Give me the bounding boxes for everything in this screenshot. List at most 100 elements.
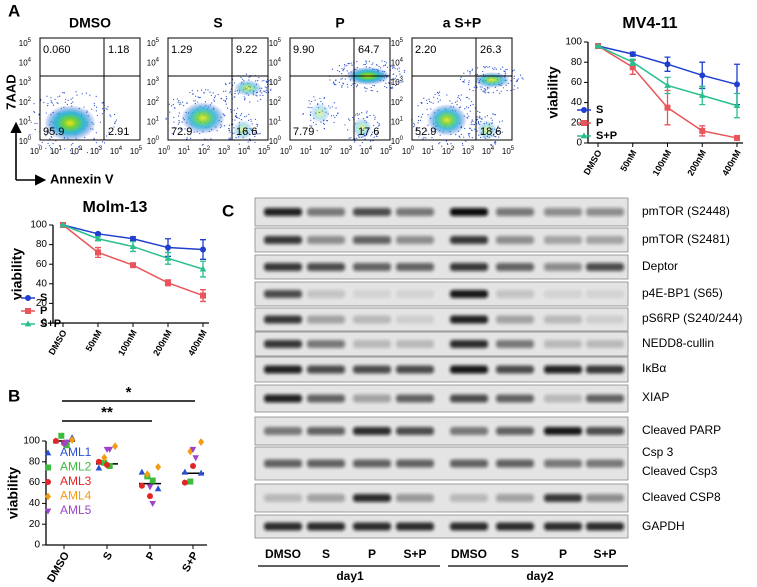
quadrant-value: 95.9 [43,126,64,138]
flow-x-tick: 103 [218,146,231,157]
flow-event [432,102,434,104]
flow-event [186,102,188,104]
panel-label: A [8,1,20,20]
flow-event [494,142,496,144]
blot-strip [254,514,629,539]
flow-event [468,115,470,117]
flow-event [45,135,47,137]
flow-event [385,82,387,84]
blot-row-label: NEDD8-cullin [642,336,714,350]
flow-y-tick: 100 [391,136,404,147]
flow-event [426,102,428,105]
blot-row-label: IκBα [642,361,666,375]
flow-event [483,91,485,93]
flow-event [376,90,378,92]
blot-band [353,494,391,502]
flow-event [101,141,104,143]
blot-band [450,340,488,348]
flow-event [370,86,372,89]
flow-event [191,89,193,92]
flow-event [333,114,335,117]
flow-event [243,96,245,98]
flow-event [374,118,376,120]
flow-event [189,91,191,94]
flow-event [89,94,91,96]
legend-marker [44,449,52,456]
legend-marker [25,295,31,301]
blot-band [264,315,302,324]
flow-event [467,133,469,135]
x-tick-label: 400nM [186,328,209,357]
data-point [69,436,76,444]
flow-event [439,99,441,101]
blot-band [396,315,434,324]
flow-event [114,122,116,125]
data-point [733,102,741,109]
flow-event [207,89,209,91]
data-point [95,230,101,237]
tick-base: 10 [238,147,247,156]
tick-exponent: 5 [400,38,404,44]
flow-event [312,121,315,124]
flow-x-tick: 105 [258,146,271,157]
flow-event [395,84,397,86]
tick-exponent: 4 [369,146,373,152]
flow-x-tick: 102 [442,146,455,157]
tick-exponent: 1 [28,116,32,122]
flow-event [364,87,366,89]
blot-row-label: pS6RP (S240/244) [642,311,743,325]
tick-exponent: 5 [278,38,282,44]
tick-exponent: 2 [278,96,282,102]
flow-event [99,121,102,123]
flow-event [45,112,47,114]
flow-event [392,67,394,69]
flow-event [484,67,486,69]
blot-band [353,459,391,468]
flow-event [102,108,104,110]
flow-event [333,102,335,104]
y-tick-label: 100 [565,37,582,48]
flow-event [228,138,230,140]
flow-event [238,117,240,119]
flow-event [255,129,257,131]
flow-event [47,142,49,145]
blot-band [496,315,534,324]
flow-event [472,103,474,106]
flow-event [64,148,66,150]
flow-event [466,113,468,115]
flow-event [467,117,469,119]
flow-event [261,92,263,94]
flow-x-tick: 100 [402,146,415,157]
blot-band [496,236,534,244]
flow-density-core [310,103,330,123]
flow-event [223,90,225,92]
flow-event [470,129,473,131]
blot-band [450,365,488,374]
flow-event [229,137,231,139]
tick-exponent: 3 [28,77,32,83]
flow-event [194,100,197,102]
flow-x-tick: 105 [130,146,143,157]
flow-event [370,140,372,142]
flow-event [223,99,225,101]
flow-event [93,137,95,139]
flow-event [431,136,433,139]
quadrant-value: 18.6 [480,126,501,138]
flow-event [234,93,236,95]
x-tick-label: S+P [180,550,201,574]
flow-x-label: Annexin V [50,171,114,186]
flow-density-core [477,120,497,140]
blot-band [353,290,391,298]
flow-event [244,116,246,118]
flow-event [496,90,498,92]
tick-exponent: 2 [28,96,32,102]
flow-event [468,80,470,82]
tick-exponent: 4 [247,146,251,152]
flow-event [228,129,231,132]
flow-event [477,123,480,125]
flow-event [34,129,36,131]
tick-base: 10 [178,147,187,156]
flow-event [33,103,35,105]
x-tick-label: DMSO [45,550,72,585]
flow-event [174,107,176,109]
